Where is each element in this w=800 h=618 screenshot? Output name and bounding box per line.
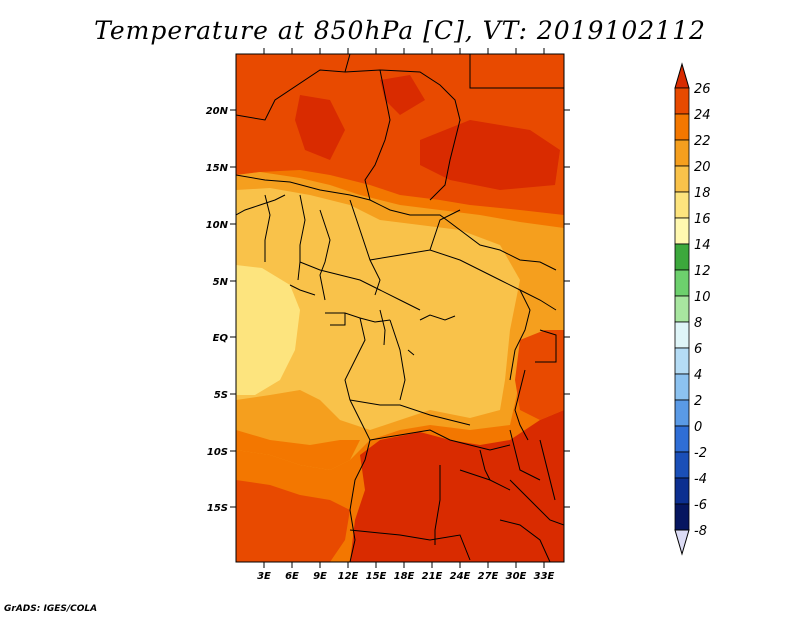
colorbar-segment bbox=[674, 191, 690, 219]
lon-label-12e: 12E bbox=[338, 571, 359, 582]
latitude-axis: 20N 15N 10N 5N EQ 5S 10S 15S bbox=[206, 106, 570, 514]
lon-label-18e: 18E bbox=[394, 571, 415, 582]
colorbar-label: 18 bbox=[694, 186, 711, 201]
colorbar-label: 24 bbox=[694, 108, 711, 123]
field-south-deep-red bbox=[350, 410, 564, 562]
colorbar-segment bbox=[674, 165, 690, 193]
lat-label-5n: 5N bbox=[213, 277, 229, 288]
field-north-deep-red bbox=[295, 75, 560, 190]
field-pale-coast bbox=[236, 265, 300, 395]
lon-label-24e: 24E bbox=[450, 571, 471, 582]
lon-label-15e: 15E bbox=[366, 571, 387, 582]
colorbar-segment bbox=[674, 87, 690, 115]
field-south-orange bbox=[236, 430, 360, 470]
lon-label-33e: 33E bbox=[534, 571, 555, 582]
colorbar-top-arrow bbox=[674, 62, 690, 89]
colorbar-segment bbox=[674, 451, 690, 479]
grads-credit: GrADS: IGES/COLA bbox=[4, 604, 98, 614]
country-borders bbox=[236, 54, 564, 562]
colorbar-label: -4 bbox=[694, 472, 707, 487]
field-central-light bbox=[236, 188, 520, 430]
colorbar-label: -6 bbox=[694, 498, 707, 513]
colorbar-segment bbox=[674, 503, 690, 531]
colorbar-label: 22 bbox=[694, 134, 711, 149]
colorbar-label: 2 bbox=[694, 394, 702, 409]
lon-label-27e: 27E bbox=[478, 571, 499, 582]
lat-label-eq: EQ bbox=[213, 333, 229, 344]
map-title: Temperature at 850hPa [C], VT: 201910211… bbox=[94, 16, 706, 45]
colorbar-segment bbox=[674, 243, 690, 271]
colorbar-label: 16 bbox=[694, 212, 711, 227]
colorbar-segment bbox=[674, 399, 690, 427]
colorbar-segment bbox=[674, 139, 690, 167]
colorbar-segment bbox=[674, 373, 690, 401]
lat-label-15s: 15S bbox=[207, 503, 228, 514]
colorbar-label: 8 bbox=[694, 316, 702, 331]
colorbar-segment bbox=[674, 217, 690, 245]
lon-label-21e: 21E bbox=[422, 571, 443, 582]
field-south-red bbox=[236, 480, 350, 562]
colorbar-label: 10 bbox=[694, 290, 711, 305]
lat-label-10n: 10N bbox=[206, 220, 229, 231]
colorbar-label: -2 bbox=[694, 446, 707, 461]
lat-label-10s: 10S bbox=[207, 447, 228, 458]
lon-label-30e: 30E bbox=[506, 571, 527, 582]
lat-label-20n: 20N bbox=[206, 106, 229, 117]
field-east-red bbox=[515, 330, 564, 420]
temperature-field bbox=[236, 54, 564, 562]
colorbar-bottom-arrow bbox=[674, 529, 690, 556]
lat-label-15n: 15N bbox=[206, 163, 229, 174]
colorbar-label: 20 bbox=[694, 160, 711, 175]
colorbar-label: -8 bbox=[694, 524, 707, 539]
map-frame-border bbox=[235, 53, 565, 563]
lat-label-5s: 5S bbox=[214, 390, 228, 401]
colorbar-segment bbox=[674, 321, 690, 349]
colorbar-label: 4 bbox=[694, 368, 702, 383]
colorbar-label: 12 bbox=[694, 264, 711, 279]
colorbar-label: 6 bbox=[694, 342, 702, 357]
colorbar-segment bbox=[674, 425, 690, 453]
colorbar-segment bbox=[674, 269, 690, 297]
colorbar-label: 14 bbox=[694, 238, 711, 253]
colorbar-segment bbox=[674, 295, 690, 323]
colorbar-label: 0 bbox=[694, 420, 702, 435]
lon-label-9e: 9E bbox=[313, 571, 327, 582]
colorbar-label: 26 bbox=[694, 82, 711, 97]
colorbar-segment bbox=[674, 113, 690, 141]
longitude-axis: 3E 6E 9E 12E 15E 18E 21E 24E 27E 30E 33E bbox=[257, 48, 555, 582]
colorbar-segment bbox=[674, 347, 690, 375]
lon-label-3e: 3E bbox=[257, 571, 271, 582]
lon-label-6e: 6E bbox=[285, 571, 299, 582]
colorbar-segment bbox=[674, 477, 690, 505]
